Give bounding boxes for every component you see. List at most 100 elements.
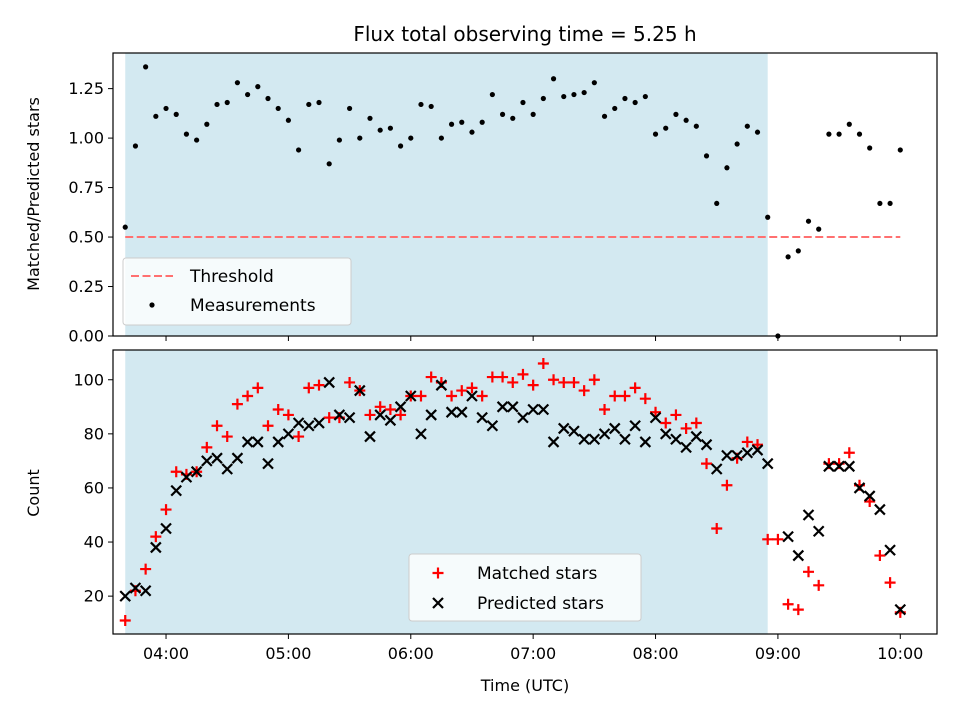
bottom-y-tick-label: 60 <box>84 478 104 497</box>
measurement-point <box>663 125 669 131</box>
x-tick-label: 05:00 <box>265 644 311 663</box>
matched-star-marker <box>374 401 386 413</box>
matched-star-marker <box>272 404 284 416</box>
predicted-star-marker <box>751 444 764 456</box>
bottom-y-tick-label: 80 <box>84 424 104 443</box>
predicted-star-marker <box>466 390 478 402</box>
predicted-star-marker <box>190 465 203 478</box>
predicted-star-marker <box>680 441 692 454</box>
matched-star-marker <box>201 441 213 453</box>
matched-star-marker <box>242 390 254 402</box>
measurement-point <box>714 200 720 207</box>
matched-star-marker <box>578 385 590 397</box>
matched-star-marker <box>568 376 580 388</box>
matched-star-marker <box>701 458 713 470</box>
predicted-star-marker <box>568 425 580 437</box>
matched-star-marker <box>537 358 549 370</box>
predicted-star-marker <box>843 460 856 473</box>
measurement-point <box>132 143 139 149</box>
matched-star-marker <box>609 390 621 402</box>
measurement-point <box>520 99 526 106</box>
measurement-point <box>673 111 679 117</box>
matched-star-marker <box>690 417 702 429</box>
predicted-star-marker <box>659 428 672 440</box>
matched-star-marker <box>497 371 509 383</box>
predicted-star-marker <box>252 436 264 448</box>
matched-star-marker <box>782 598 794 610</box>
x-tick-label: 07:00 <box>510 644 556 663</box>
measurement-point <box>448 121 455 127</box>
top-y-axis-label: Matched/Predicted stars <box>24 97 43 291</box>
predicted-star-marker <box>547 436 560 448</box>
legend-predicted-label: Predicted stars <box>477 594 604 614</box>
measurement-point <box>693 123 699 129</box>
measurement-point <box>459 119 465 125</box>
matched-star-marker <box>660 417 672 429</box>
predicted-star-marker <box>700 438 713 451</box>
predicted-star-marker <box>333 409 346 421</box>
matched-star-marker <box>313 379 325 391</box>
predicted-star-marker <box>741 447 754 459</box>
measurement-point <box>489 91 495 98</box>
bottom-series-0 <box>119 358 906 626</box>
matched-star-marker <box>262 420 274 432</box>
predicted-star-marker <box>445 406 458 418</box>
measurement-point <box>397 143 404 149</box>
measurement-point <box>826 131 832 137</box>
predicted-star-marker <box>455 406 468 418</box>
predicted-star-marker <box>782 530 794 543</box>
matched-star-marker <box>772 533 784 545</box>
predicted-star-marker <box>180 471 193 483</box>
legend-measurements-swatch <box>149 302 155 308</box>
measurement-point <box>336 137 342 143</box>
matched-star-marker <box>476 390 488 402</box>
predicted-star-marker <box>129 582 142 594</box>
predicted-star-marker <box>874 503 886 516</box>
legend-measurements-label: Measurements <box>190 296 316 316</box>
predicted-star-marker <box>792 549 805 562</box>
predicted-star-marker <box>303 419 315 432</box>
measurement-point <box>744 123 750 129</box>
predicted-star-marker <box>823 460 835 473</box>
legend-threshold-label: Threshold <box>189 267 274 287</box>
matched-star-marker <box>140 563 152 575</box>
matched-star-marker <box>639 393 651 405</box>
measurement-point <box>153 113 159 119</box>
measurement-point <box>724 165 730 171</box>
measurement-point <box>836 131 842 137</box>
matched-star-marker <box>395 409 407 421</box>
top-legend: Threshold Measurements <box>122 257 352 326</box>
predicted-star-marker <box>323 376 335 389</box>
matched-star-marker <box>425 371 437 383</box>
predicted-star-marker <box>670 433 682 446</box>
measurement-point <box>622 95 628 102</box>
measurement-point <box>530 111 536 117</box>
matched-star-marker <box>119 614 131 626</box>
bottom-y-axis-label: Count <box>24 469 43 517</box>
predicted-star-marker <box>629 419 641 432</box>
matched-star-marker <box>650 406 662 418</box>
matched-star-marker <box>486 371 498 383</box>
top-y-tick-label: 0.50 <box>68 228 104 247</box>
predicted-star-marker <box>649 411 662 424</box>
measurement-point <box>754 129 761 135</box>
matched-star-marker <box>293 431 305 443</box>
matched-star-marker <box>741 436 753 448</box>
matched-star-marker <box>588 374 600 386</box>
measurement-point <box>204 121 210 127</box>
measurement-point <box>510 115 516 121</box>
predicted-star-marker <box>241 436 254 448</box>
predicted-star-marker <box>721 449 733 462</box>
matched-star-marker <box>384 404 396 416</box>
matched-star-marker <box>813 579 825 591</box>
predicted-star-marker <box>731 449 743 462</box>
matched-star-marker <box>517 368 529 380</box>
matched-star-marker <box>792 604 804 616</box>
predicted-star-marker <box>894 603 907 616</box>
top-series-0 <box>122 64 903 339</box>
measurement-point <box>887 200 893 207</box>
matched-star-marker <box>282 409 294 421</box>
measurement-point <box>805 218 812 224</box>
measurement-point <box>561 93 567 100</box>
measurement-point <box>734 141 740 147</box>
